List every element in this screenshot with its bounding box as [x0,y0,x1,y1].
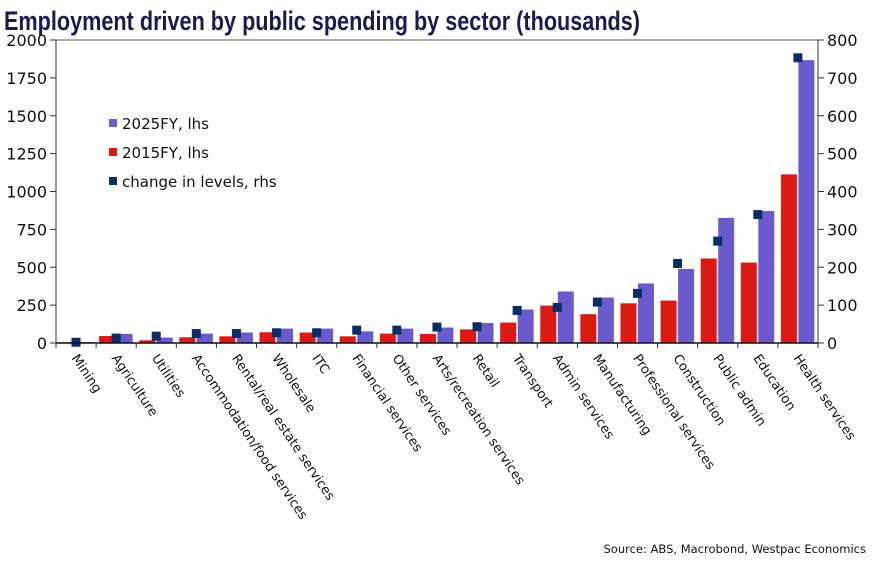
bar-2015fy [379,333,396,343]
bar-2025fy [798,60,815,343]
bar-2015fy [660,300,677,343]
legend-swatch [109,148,117,156]
y-left-tick-label: 750 [16,220,47,239]
y-right-tick-label: 200 [827,258,858,277]
y-left-tick-label: 250 [16,296,47,315]
bar-2025fy [637,283,654,343]
marker-change [392,325,402,335]
y-right-tick-label: 300 [827,220,858,239]
bar-2015fy [500,322,517,343]
marker-change [352,325,362,335]
chart-title: Employment driven by public spending by … [4,6,640,36]
bar-2025fy [156,337,173,343]
bar-2025fy [357,331,374,343]
bar-2015fy [259,332,276,343]
legend: 2025FY, lhs 2015FY, lhs change in levels, … [109,115,277,191]
marker-change [71,337,81,347]
marker-change [552,302,562,312]
marker-change [312,328,322,338]
x-tick-label: Utilities [148,352,188,401]
bar-2015fy [780,174,797,343]
bar-2015fy [299,332,316,343]
legend-label: 2025FY, lhs [122,115,209,133]
bar-2015fy [419,333,436,343]
x-tick-label: Financial services [349,352,426,455]
marker-change [151,331,161,341]
bar-2015fy [700,258,717,343]
bar-2015fy [620,303,637,343]
marker-change [512,305,522,315]
bar-2015fy [179,337,196,343]
bar-2025fy [196,333,213,343]
bar-2025fy [236,332,253,343]
y-right-tick-label: 600 [827,107,858,126]
bar-2025fy [116,333,133,343]
marker-change [592,297,602,307]
bar-2015fy [219,336,236,343]
source-note: Source: ABS, Macrobond, Westpac Economic… [604,542,867,556]
y-left-tick-label: 1250 [6,145,47,164]
bar-2015fy [460,329,477,343]
marker-change [472,322,482,332]
bar-2025fy [678,268,695,343]
legend-swatch [109,177,117,185]
bar-2025fy [758,211,775,343]
y-right-tick-label: 700 [827,69,858,88]
bar-2025fy [597,297,614,343]
y-right-tick-label: 100 [827,296,858,315]
y-right-tick-label: 0 [827,334,837,353]
bar-2025fy [718,217,735,343]
bar-2015fy [580,314,597,343]
y-left-tick-label: 1750 [6,69,47,88]
bar-2015fy [99,336,116,343]
x-tick-label: Mining [68,352,105,396]
bar-2015fy [540,305,557,343]
marker-change [111,333,121,343]
legend-label: 2015FY, lhs [122,144,209,162]
marker-change [231,329,241,339]
marker-change [713,236,723,246]
marker-change [793,53,803,63]
bar-2015fy [740,262,757,343]
x-tick-label: Retail [469,352,502,391]
legend-label: change in levels, rhs [122,173,277,191]
y-left-tick-label: 500 [16,258,47,277]
x-tick-label: Transport [508,351,555,411]
bar-2025fy [517,309,534,343]
marker-change [272,328,282,338]
y-right-tick-label: 400 [827,183,858,202]
bar-2015fy [139,340,156,343]
bar-2015fy [339,336,356,343]
y-right-tick-label: 800 [827,31,858,50]
marker-change [632,288,642,298]
marker-change [432,322,442,332]
x-tick-label: Health services [790,352,859,444]
y-left-tick-label: 1000 [6,183,47,202]
y-left-tick-label: 2000 [6,31,47,50]
marker-change [191,329,201,339]
y-right-tick-label: 500 [827,145,858,164]
y-left-tick-label: 0 [37,334,47,353]
y-left-tick-label: 1500 [6,107,47,126]
bar-2025fy [557,291,574,343]
marker-change [753,210,763,220]
x-tick-label: ITC [308,352,332,377]
legend-swatch [109,119,117,127]
marker-change [673,258,683,268]
